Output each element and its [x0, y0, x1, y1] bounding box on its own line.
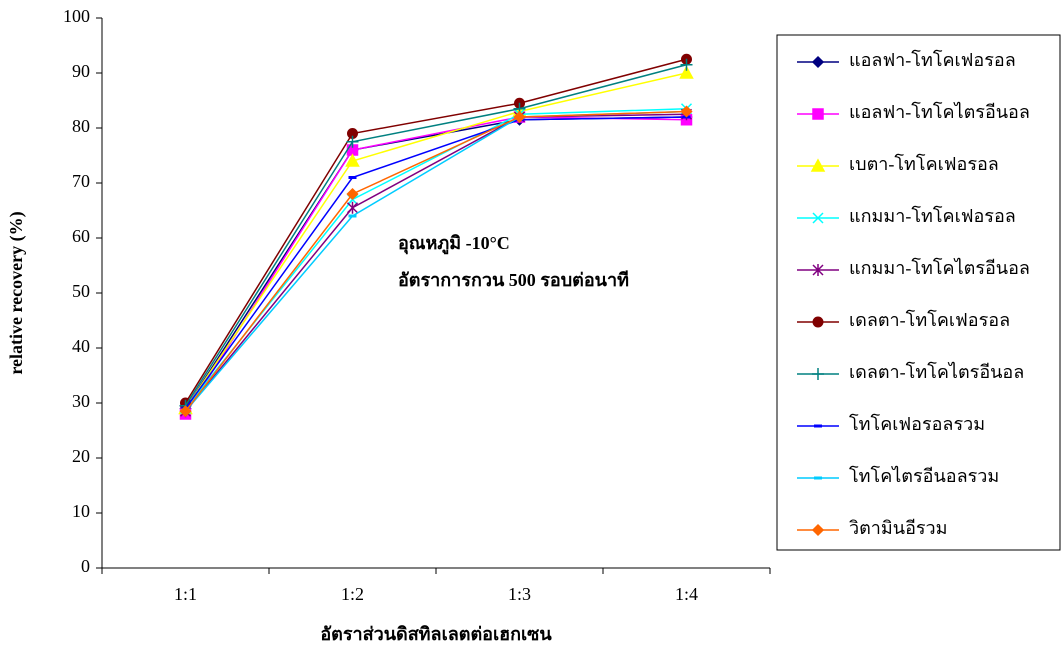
series-line: [184, 110, 687, 412]
marker: [513, 110, 526, 124]
marker: [179, 405, 192, 418]
y-tick-label: 10: [72, 501, 90, 521]
legend-label: แกมมา-โทโคเฟอรอล: [849, 205, 1016, 226]
annotation: อุณหภูมิ -10°C: [398, 233, 510, 255]
series-line: [184, 108, 687, 409]
y-tick-label: 30: [72, 391, 90, 411]
y-tick-label: 100: [63, 6, 90, 26]
x-tick-label: 1:4: [675, 584, 698, 604]
marker: [346, 201, 359, 214]
x-tick-label: 1:2: [341, 584, 364, 604]
legend-marker: [812, 108, 824, 120]
marker: [346, 144, 359, 156]
legend-label: โทโคเฟอรอลรวม: [849, 413, 985, 434]
legend-label: โทโคไตรอีนอลรวม: [849, 465, 999, 486]
legend-marker: [812, 316, 824, 328]
y-tick-label: 60: [72, 226, 90, 246]
legend-marker: [812, 264, 824, 276]
x-tick-label: 1:3: [508, 584, 531, 604]
y-tick-label: 70: [72, 171, 90, 191]
series-line: [184, 72, 687, 409]
legend-marker: [810, 158, 826, 172]
marker: [679, 65, 694, 79]
marker: [346, 187, 359, 201]
x-tick-label: 1:1: [174, 584, 197, 604]
y-tick-label: 0: [81, 556, 90, 576]
y-tick-label: 40: [72, 336, 90, 356]
series-line: [184, 64, 687, 407]
marker: [680, 58, 693, 71]
legend-marker: [812, 368, 824, 380]
legend-label: เดลตา-โทโคเฟอรอล: [849, 309, 1010, 330]
legend-box: [776, 34, 1061, 551]
series-line: [184, 113, 687, 412]
series-line: [184, 116, 687, 409]
legend-label: แกมมา-โทโคไตรอีนอล: [849, 257, 1030, 278]
legend-label: เดลตา-โทโคไตรอีนอล: [849, 361, 1024, 382]
series-line: [184, 116, 687, 409]
y-tick-label: 50: [72, 281, 90, 301]
y-tick-label: 90: [72, 61, 90, 81]
legend-label: วิตามินอีรวม: [849, 518, 948, 538]
x-axis-title: อัตราส่วนดิสทิลเลตต่อเฮกเซน: [320, 624, 552, 644]
marker: [346, 135, 359, 148]
marker: [345, 153, 360, 167]
legend-label: เบตา-โทโคเฟอรอล: [849, 153, 999, 174]
y-tick-label: 80: [72, 116, 90, 136]
legend-label: แอลฟา-โทโคไตรอีนอล: [849, 101, 1030, 122]
legend-marker: [812, 212, 824, 224]
legend-marker: [811, 523, 825, 537]
marker: [680, 105, 693, 118]
y-tick-label: 20: [72, 446, 90, 466]
y-axis-title: relative recovery (%): [6, 211, 27, 374]
legend-marker: [811, 55, 825, 69]
series-line: [184, 58, 687, 404]
annotation: อัตราการกวน 500 รอบต่อนาที: [398, 270, 629, 290]
legend-label: แอลฟา-โทโคเฟอรอล: [849, 49, 1016, 70]
